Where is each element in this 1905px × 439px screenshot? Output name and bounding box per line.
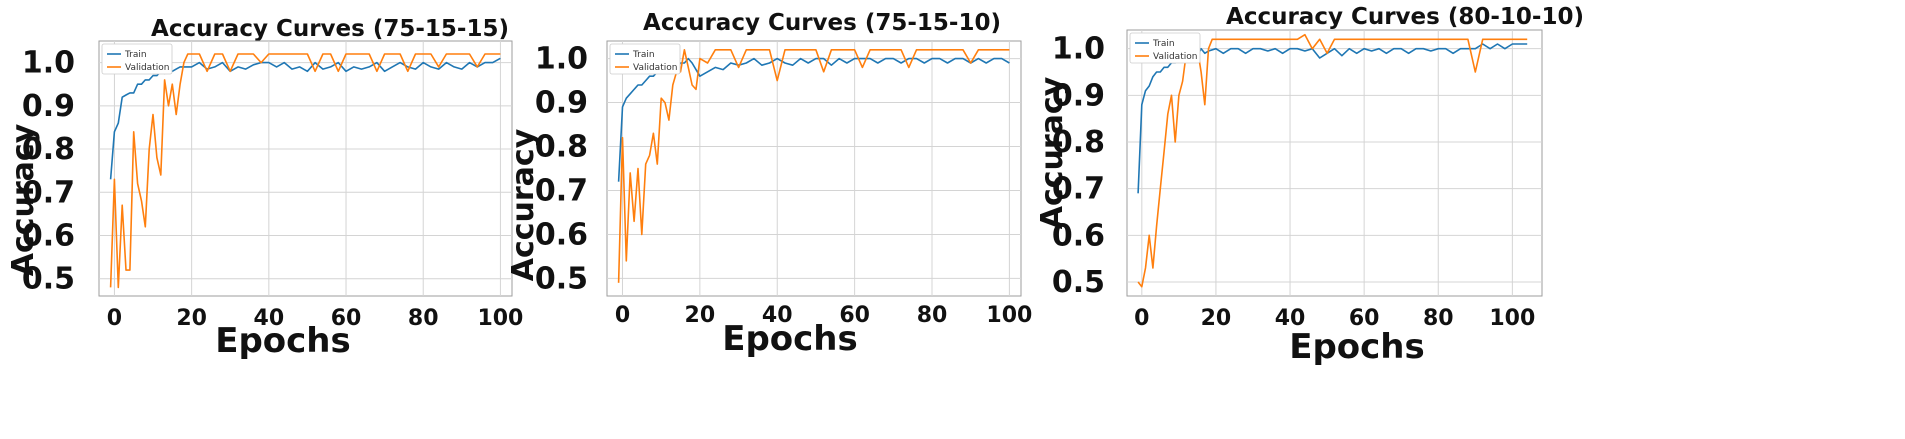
chart-title: Accuracy Curves (75-15-15) [151,16,509,42]
plot-area: 0 20 40 60 80 100 0.5 0.6 0.7 0.8 0.9 1.0 Train Valid… [535,40,1032,328]
legend-label: Validation [1153,52,1197,62]
legend-label: Train [1152,39,1175,49]
chart-panel-2: Accuracy Curves (75-15-10) Accuracy Epoc… [506,10,1032,359]
legend-label: Train [124,50,147,60]
y-axis-label: Accuracy [1035,76,1070,229]
y-tick-label: 0.8 [1052,125,1105,160]
chart-panel-1: Accuracy Curves (75-15-15) Accuracy Epoc… [6,16,523,361]
y-tick-label: 0.9 [22,89,75,124]
y-tick-label: 1.0 [535,42,588,77]
legend-label: Validation [125,63,169,73]
y-tick-label: 0.7 [1052,172,1105,207]
plot-frame [606,40,1022,297]
y-tick-label: 1.0 [22,46,75,81]
series-line-train [109,57,501,180]
x-tick-label: 20 [1201,306,1232,331]
y-tick-label: 0.5 [22,262,75,297]
x-tick-label: 80 [1423,306,1454,331]
legend: Train Validation [1129,32,1201,64]
x-tick-label: 60 [839,303,870,328]
x-tick-label: 100 [986,303,1032,328]
y-axis-label: Accuracy [506,128,541,281]
y-tick-label: 0.8 [22,132,75,167]
y-tick-label: 0.8 [535,130,588,165]
x-tick-label: 0 [1134,306,1149,331]
x-tick-label: 60 [331,306,362,331]
x-tick-label: 40 [762,303,793,328]
x-tick-label: 100 [477,306,523,331]
x-axis-label: Epochs [722,319,858,359]
series-line-validation [617,48,1010,283]
x-tick-label: 40 [1275,306,1306,331]
series-line-validation [1137,33,1528,288]
plot-frame [1126,29,1543,297]
x-tick-label: 40 [254,306,285,331]
y-tick-label: 0.9 [535,86,588,121]
plot-frame [98,40,513,297]
y-tick-label: 0.5 [535,261,588,296]
y-tick-label: 0.5 [1052,265,1105,300]
legend: Train Validation [101,43,173,75]
x-tick-label: 80 [408,306,439,331]
chart-panel-3: Accuracy Curves (80-10-10) Accuracy Epoc… [1035,4,1584,367]
y-tick-label: 0.6 [535,217,588,252]
x-tick-label: 0 [107,306,122,331]
plot-area: 0 20 40 60 80 100 0.5 0.6 0.7 0.8 0.9 1.0 Train Valid… [1052,29,1543,331]
x-axis-label: Epochs [1289,327,1425,367]
x-tick-label: 60 [1349,306,1380,331]
y-tick-label: 0.6 [1052,218,1105,253]
y-tick-label: 0.9 [1052,78,1105,113]
chart-title: Accuracy Curves (75-15-10) [643,10,1001,36]
series-line-validation [109,53,501,289]
x-tick-label: 20 [176,306,207,331]
legend-label: Validation [633,63,677,73]
plot-area: 0 20 40 60 80 100 0.5 0.6 0.7 0.8 0.9 1.0 Train Valid… [22,40,523,331]
y-tick-label: 1.0 [1052,32,1105,67]
x-tick-label: 80 [917,303,948,328]
chart-title: Accuracy Curves (80-10-10) [1226,4,1584,30]
legend-label: Train [632,50,655,60]
x-axis-label: Epochs [215,321,351,361]
y-axis-label: Accuracy [6,123,41,276]
y-tick-label: 0.7 [535,173,588,208]
x-tick-label: 20 [685,303,716,328]
y-tick-label: 0.6 [22,218,75,253]
x-tick-label: 100 [1489,306,1535,331]
x-tick-label: 0 [615,303,630,328]
y-tick-label: 0.7 [22,175,75,210]
legend: Train Validation [609,43,681,75]
